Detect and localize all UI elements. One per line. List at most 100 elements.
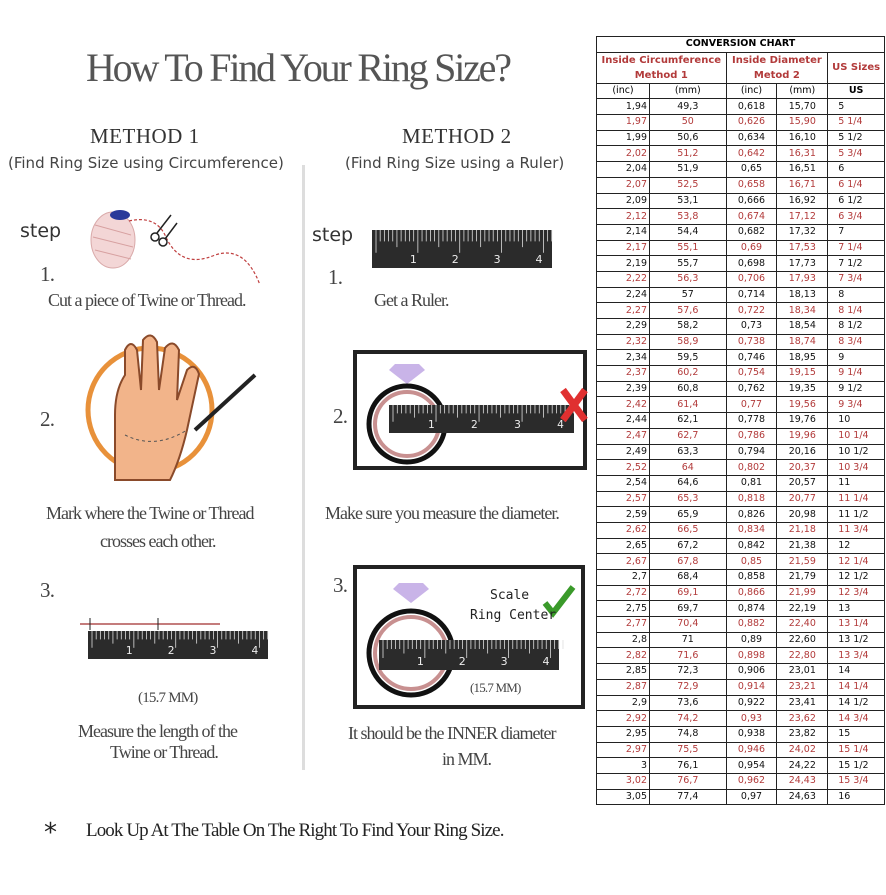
table-cell: 20,57 <box>776 474 829 492</box>
table-row: 2,54 64,6 0,81 20,57 11 <box>596 474 885 492</box>
table-cell: 2,27 <box>596 302 650 319</box>
table-cell: 23,01 <box>776 663 829 680</box>
table-row: 2,29 58,2 0,73 18,54 8 1/2 <box>596 318 885 335</box>
ruler-number: 2 <box>459 655 466 668</box>
table-cell: 2,02 <box>596 145 650 163</box>
ruler-number: 3 <box>514 418 521 431</box>
table-cell: 64 <box>649 459 727 476</box>
units-row: (inc) (mm) (inc) (mm) US <box>596 82 885 100</box>
table-row: 2,9 73,6 0,922 23,41 14 1/2 <box>596 694 885 712</box>
table-cell: 56,3 <box>649 270 727 288</box>
table-cell: 17,12 <box>776 208 829 225</box>
ruler: 1 2 3 4 <box>88 631 269 659</box>
table-cell: 10 <box>827 412 885 429</box>
twine-spool-scissors-icon <box>90 210 261 286</box>
table-cell: 1,99 <box>596 129 650 147</box>
table-cell: 2,34 <box>596 349 650 367</box>
table-cell: 2,82 <box>596 647 650 665</box>
method1-measure-label: (15.7 MM) <box>138 690 198 706</box>
table-cell: 2,37 <box>596 365 650 382</box>
table-cell: 15 1/2 <box>827 757 885 774</box>
table-row: 2,34 59,5 0,746 18,95 9 <box>596 349 885 367</box>
table-row: 1,97 50 0,626 15,90 5 1/4 <box>596 114 885 131</box>
table-cell: 23,82 <box>776 725 829 743</box>
table-cell: 0,954 <box>725 757 778 774</box>
table-row: 2,19 55,7 0,698 17,73 7 1/2 <box>596 255 885 272</box>
table-row: 1,94 49,3 0,618 15,70 5 <box>596 98 885 116</box>
table-cell: 11 <box>827 474 885 492</box>
measured-twine-ruler: 1 2 3 4 <box>80 618 269 659</box>
table-cell: 11 1/4 <box>827 490 885 508</box>
table-cell: 21,99 <box>776 584 829 602</box>
method1-subtitle: (Find Ring Size using Circumference) <box>8 154 284 172</box>
table-cell: 23,41 <box>776 694 829 712</box>
method2-step-label: step <box>312 224 354 246</box>
table-cell: 23,62 <box>776 710 829 727</box>
method2-step3-caption-line1: It should be the INNER diameter <box>348 723 556 743</box>
table-cell: 21,79 <box>776 569 829 586</box>
unit-cell: (inc) <box>596 82 650 100</box>
table-cell: 18,54 <box>776 318 829 335</box>
table-cell: 76,1 <box>649 757 727 774</box>
table-cell: 16,10 <box>776 129 829 147</box>
table-cell: 3 <box>596 757 650 774</box>
table-cell: 0,866 <box>725 584 778 602</box>
method1-step1-caption: Cut a piece of Twine or Thread. <box>48 290 246 310</box>
ruler: 1 2 3 4 <box>372 230 553 268</box>
table-cell: 0,842 <box>725 537 778 555</box>
column-divider <box>302 165 305 770</box>
table-cell: 2,65 <box>596 537 650 555</box>
table-cell: 19,96 <box>776 427 829 445</box>
table-cell: 2,59 <box>596 506 650 523</box>
table-cell: 65,9 <box>649 506 727 523</box>
table-row: 2,44 62,1 0,778 19,76 10 <box>596 412 885 429</box>
ruler-number: 4 <box>557 418 564 431</box>
ruler-icon: 1 2 3 4 <box>372 230 553 268</box>
method2-measure-label: (15.7 MM) <box>470 680 521 695</box>
table-cell: 0,69 <box>725 239 778 257</box>
ruler-number: 4 <box>535 253 542 266</box>
table-cell: 12 3/4 <box>827 584 885 602</box>
table-cell: 0,738 <box>725 333 778 351</box>
table-cell: 0,882 <box>725 616 778 633</box>
footer-note: Look Up At The Table On The Right To Fin… <box>86 820 504 841</box>
table-cell: 12 1/4 <box>827 553 885 570</box>
table-cell: 50 <box>649 114 727 131</box>
table-cell: 50,6 <box>649 129 727 147</box>
table-cell: 20,98 <box>776 506 829 523</box>
table-cell: 10 3/4 <box>827 459 885 476</box>
table-cell: 2,57 <box>596 490 650 508</box>
method2-subtitle: (Find Ring Size using a Ruler) <box>345 154 565 172</box>
table-cell: 19,15 <box>776 365 829 382</box>
table-cell: 1,94 <box>596 98 650 116</box>
method1-heading: METHOD 1 <box>90 124 200 148</box>
table-row: 2,49 63,3 0,794 20,16 10 1/2 <box>596 443 885 461</box>
table-row: 2,65 67,2 0,842 21,38 12 <box>596 537 885 555</box>
table-cell: 2,95 <box>596 725 650 743</box>
table-cell: 10 1/4 <box>827 427 885 445</box>
table-cell: 2,32 <box>596 333 650 351</box>
table-cell: 58,9 <box>649 333 727 351</box>
table-cell: 22,60 <box>776 631 829 649</box>
table-cell: 0,65 <box>725 161 778 178</box>
table-row: 2,97 75,5 0,946 24,02 15 1/4 <box>596 741 885 759</box>
table-row: 2,82 71,6 0,898 22,80 13 3/4 <box>596 647 885 665</box>
table-cell: 18,74 <box>776 333 829 351</box>
table-cell: 74,8 <box>649 725 727 743</box>
table-row: 2,57 65,3 0,818 20,77 11 1/4 <box>596 490 885 508</box>
table-cell: 2,09 <box>596 192 650 210</box>
table-cell: 0,874 <box>725 600 778 618</box>
table-cell: 2,24 <box>596 286 650 304</box>
table-cell: 0,93 <box>725 710 778 727</box>
table-cell: 7 1/4 <box>827 239 885 257</box>
table-cell: 0,722 <box>725 302 778 319</box>
table-cell: 0,714 <box>725 286 778 304</box>
table-cell: 19,76 <box>776 412 829 429</box>
table-cell: 12 <box>827 537 885 555</box>
table-cell: 24,63 <box>776 788 829 806</box>
table-cell: 0,626 <box>725 114 778 131</box>
table-row: 2,24 57 0,714 18,13 8 <box>596 286 885 304</box>
table-cell: 2,9 <box>596 694 650 712</box>
table-cell: 15 <box>827 725 885 743</box>
table-cell: 14 3/4 <box>827 710 885 727</box>
